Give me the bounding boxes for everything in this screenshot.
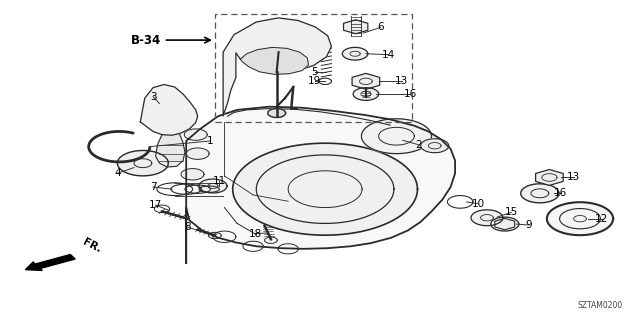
Text: FR.: FR. (81, 237, 103, 254)
Text: SZTAM0200: SZTAM0200 (577, 301, 623, 310)
Text: 12: 12 (595, 214, 608, 224)
Text: B-34: B-34 (131, 34, 210, 47)
Text: 2: 2 (415, 140, 422, 150)
Polygon shape (233, 143, 417, 235)
Polygon shape (140, 84, 198, 135)
Text: 6: 6 (377, 22, 384, 32)
Text: 13: 13 (567, 172, 580, 182)
Text: 16: 16 (404, 89, 417, 99)
Text: 19: 19 (308, 76, 321, 86)
Text: 11: 11 (212, 176, 226, 186)
Text: 16: 16 (554, 188, 568, 198)
Text: 8: 8 (184, 222, 191, 232)
Polygon shape (241, 47, 308, 74)
Polygon shape (156, 135, 185, 167)
Text: 1: 1 (207, 136, 214, 146)
Text: 14: 14 (382, 50, 396, 60)
Polygon shape (186, 148, 209, 159)
Polygon shape (342, 47, 368, 60)
Polygon shape (268, 108, 285, 117)
Text: 5: 5 (312, 67, 318, 77)
Text: 7: 7 (150, 182, 156, 192)
Polygon shape (186, 107, 455, 263)
Polygon shape (547, 202, 613, 235)
Text: 4: 4 (114, 168, 121, 178)
Text: 13: 13 (395, 76, 408, 86)
Text: 9: 9 (525, 220, 532, 230)
Polygon shape (117, 150, 168, 176)
Text: 15: 15 (504, 207, 518, 217)
FancyArrow shape (26, 254, 75, 270)
Polygon shape (199, 179, 227, 193)
Text: 18: 18 (248, 228, 262, 239)
Text: 3: 3 (150, 92, 156, 101)
Text: 10: 10 (472, 199, 484, 209)
Polygon shape (362, 119, 431, 154)
Polygon shape (420, 139, 449, 153)
Polygon shape (471, 210, 503, 226)
Polygon shape (184, 129, 207, 140)
Polygon shape (521, 184, 559, 203)
Polygon shape (491, 217, 519, 231)
Polygon shape (181, 169, 204, 180)
Polygon shape (223, 18, 332, 116)
Text: 17: 17 (149, 200, 162, 210)
Polygon shape (353, 88, 379, 100)
